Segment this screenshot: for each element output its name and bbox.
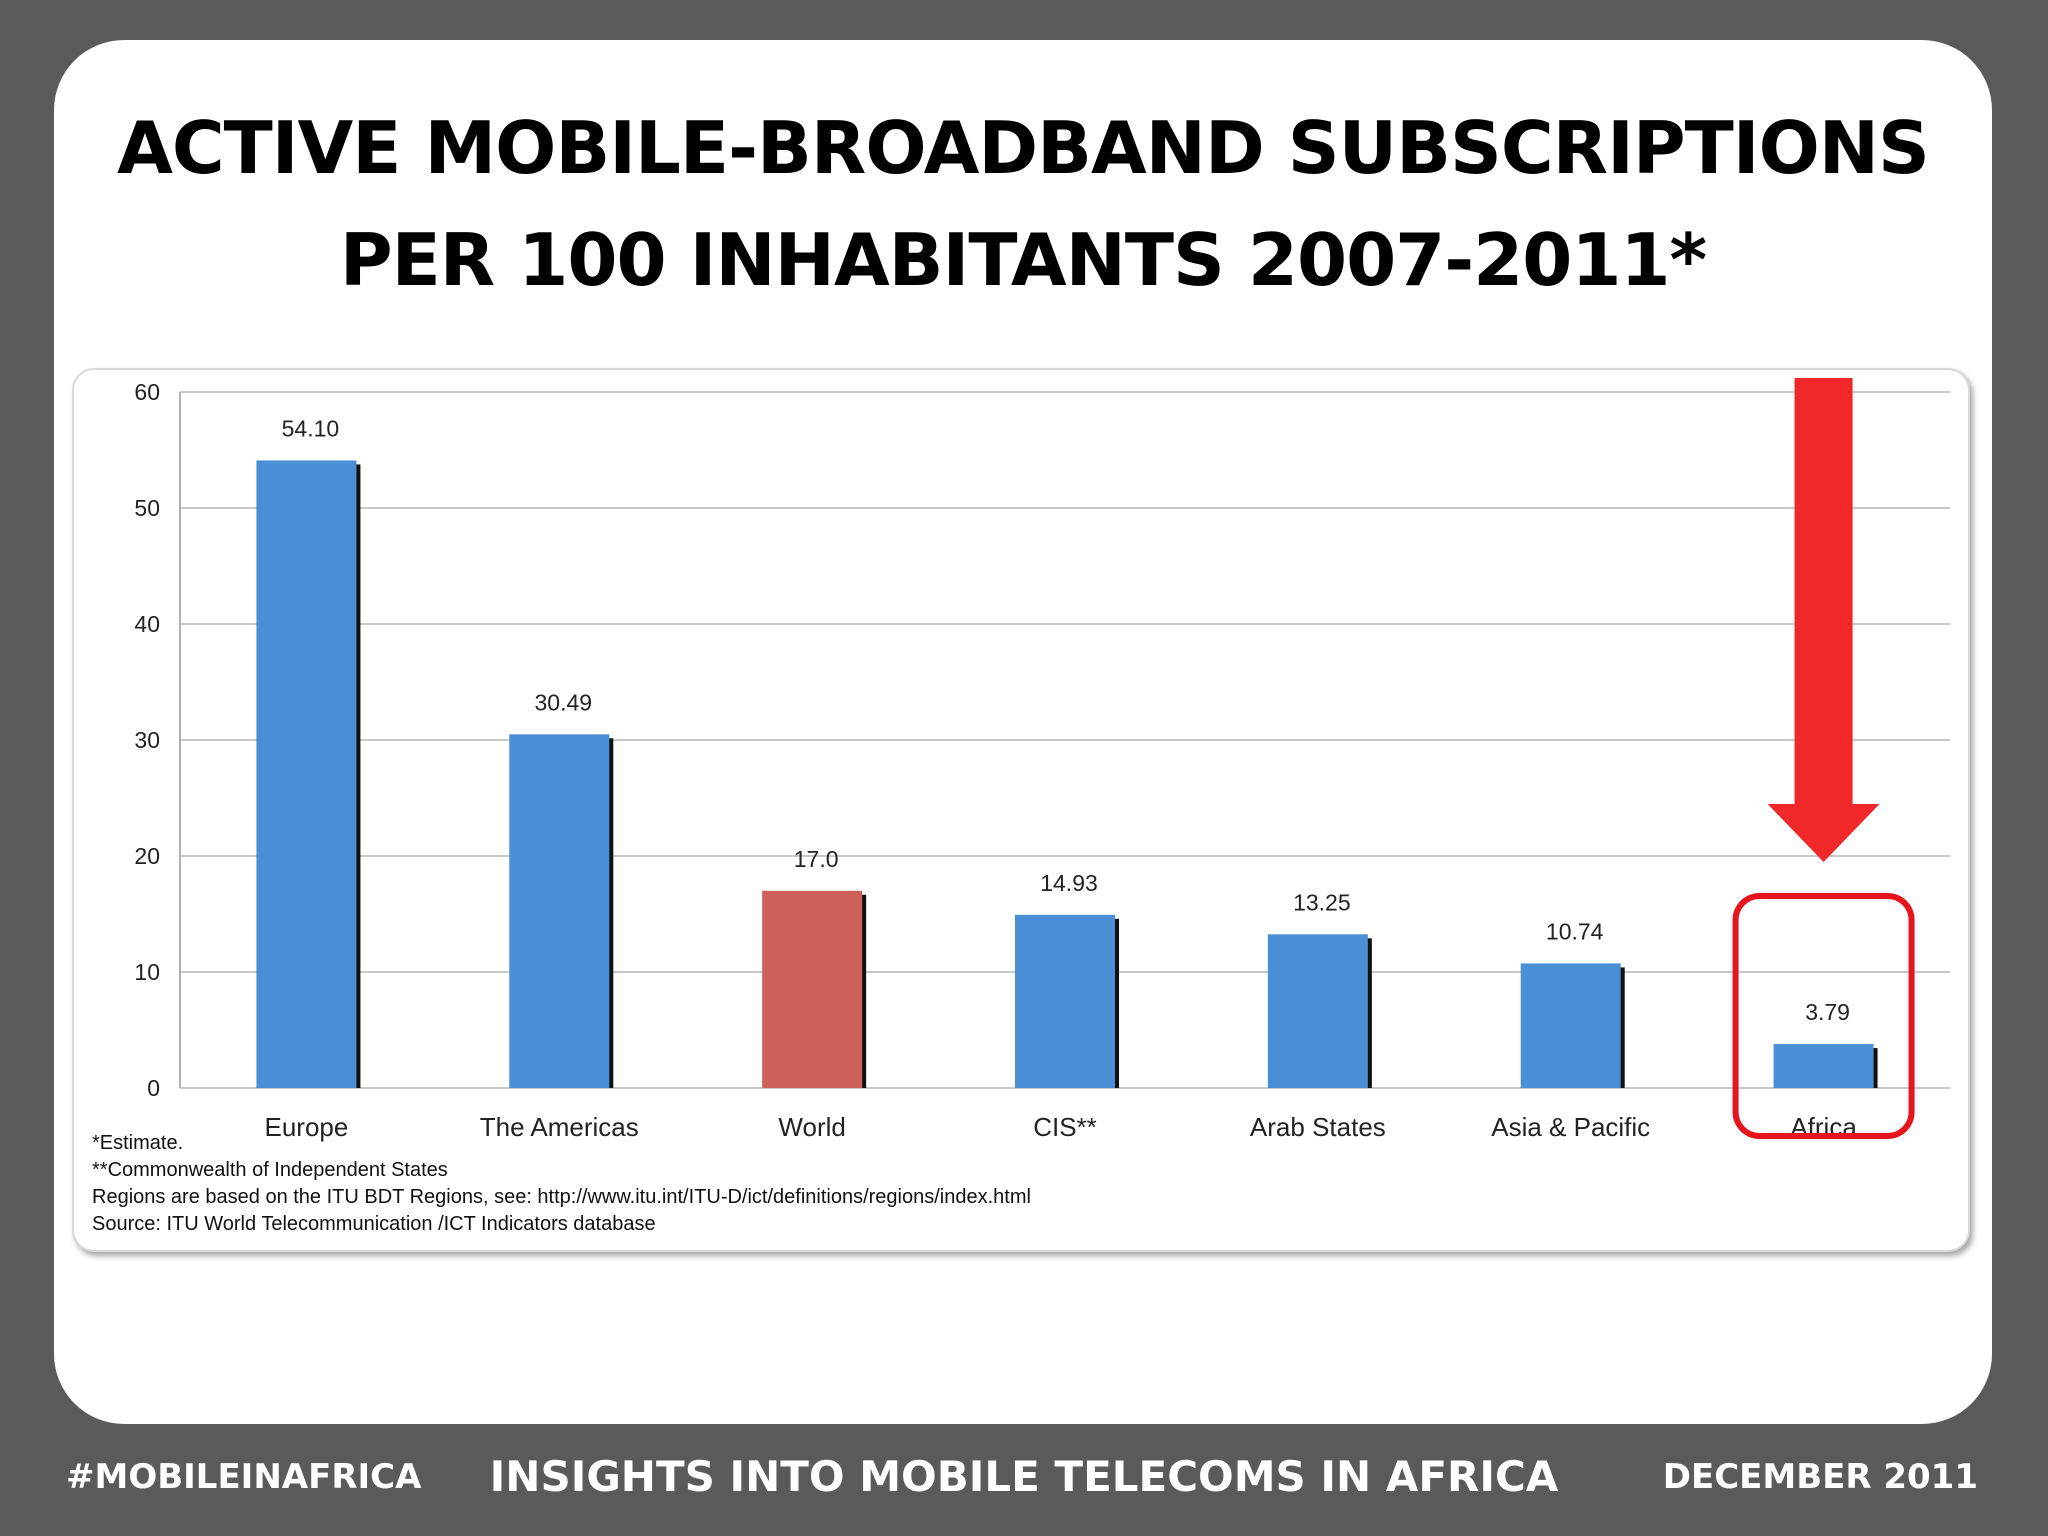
footnote-regions: Regions are based on the ITU BDT Regions…	[92, 1186, 1031, 1208]
y-tick-label: 50	[134, 495, 160, 521]
value-label: 13.25	[1293, 889, 1351, 915]
value-label: 54.10	[282, 415, 340, 441]
footer-date: DECEMBER 2011	[1662, 1457, 1978, 1497]
value-label: 3.79	[1805, 999, 1850, 1025]
slide-title: ACTIVE MOBILE-BROADBAND SUBSCRIPTIONS PE…	[54, 92, 1992, 316]
footer-tagline: INSIGHTS INTO MOBILE TELECOMS IN AFRICA	[489, 1452, 1559, 1501]
y-tick-label: 40	[134, 611, 160, 637]
footnote-cis: **Commonwealth of Independent States	[92, 1159, 448, 1181]
y-tick-label: 10	[134, 959, 160, 985]
arrow-down-icon	[1767, 378, 1880, 862]
category-label: CIS**	[1033, 1112, 1097, 1142]
y-tick-label: 0	[147, 1075, 160, 1101]
slide: ACTIVE MOBILE-BROADBAND SUBSCRIPTIONS PE…	[54, 40, 1992, 1424]
footnote-estimate: *Estimate.	[92, 1132, 184, 1154]
bar	[1520, 963, 1621, 1088]
y-tick-label: 20	[134, 843, 160, 869]
bar-chart: 0 10 20 30 40 50 60 54.10 Europe 30.49 The America…	[134, 378, 1950, 1142]
chart-footnotes: *Estimate. **Commonwealth of Independent…	[92, 1130, 1892, 1238]
value-label: 14.93	[1040, 870, 1098, 896]
bar	[1015, 914, 1115, 1088]
chart-panel: 0 10 20 30 40 50 60 54.10 Europe 30.49 The America…	[72, 368, 1970, 1252]
bar	[762, 890, 863, 1088]
highlight-box	[1732, 893, 1915, 1139]
bar	[1267, 934, 1368, 1088]
value-label: 30.49	[535, 689, 593, 715]
category-label: Europe	[265, 1112, 349, 1142]
category-label: Arab States	[1250, 1112, 1386, 1142]
y-tick-label: 30	[134, 727, 160, 753]
footer-hashtag: #MOBILEINAFRICA	[66, 1457, 422, 1497]
y-tick-label: 60	[134, 379, 160, 405]
title-line-1: ACTIVE MOBILE-BROADBAND SUBSCRIPTIONS	[117, 106, 1930, 190]
bar	[509, 734, 610, 1088]
category-label: The Americas	[480, 1112, 639, 1142]
title-line-2: PER 100 INHABITANTS 2007-2011*	[339, 218, 1707, 302]
value-label: 10.74	[1546, 918, 1604, 944]
category-label: Asia & Pacific	[1491, 1112, 1650, 1142]
category-label: World	[778, 1112, 845, 1142]
value-label: 17.0	[794, 846, 839, 872]
footnote-source: Source: ITU World Telecommunication /ICT…	[92, 1213, 656, 1235]
bar	[256, 460, 357, 1088]
bar	[1773, 1044, 1874, 1088]
